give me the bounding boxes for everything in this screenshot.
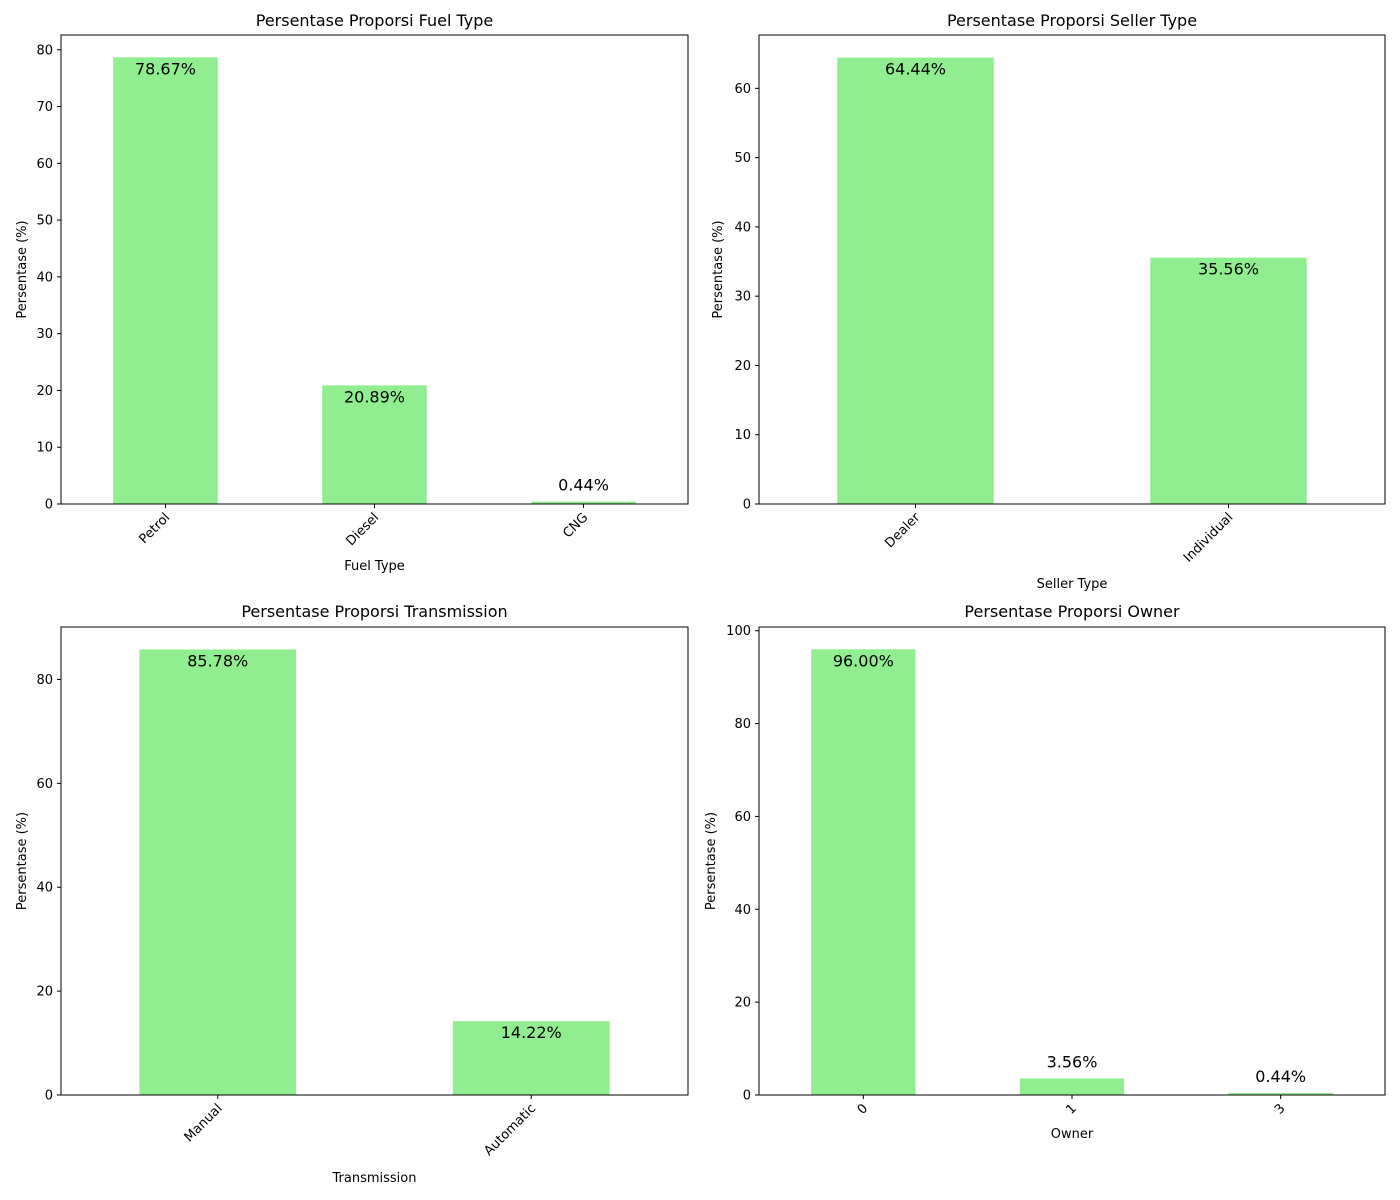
bar-cng: [531, 501, 636, 504]
y-axis-label: Persentase (%): [15, 220, 30, 318]
x-tick-label: Individual: [1181, 510, 1236, 565]
chart-panel-3: 0 20 40 60 80 Manual Automatic 85.78% 14.22% Pers…: [15, 602, 689, 1186]
chart-panel-1: 0 10 20 30 40 50 60 70 80 Petrol Diesel CNG 78.67% 20…: [15, 11, 689, 574]
data-label: 78.67%: [135, 59, 196, 78]
x-tick-label: 0: [855, 1101, 871, 1117]
y-tick-label: 0: [743, 1089, 751, 1104]
y-tick-label: 0: [45, 498, 53, 513]
bar-petrol: [113, 57, 218, 505]
data-label: 3.56%: [1047, 1052, 1098, 1071]
y-tick-label: 40: [734, 220, 751, 235]
bar-automatic: [452, 1021, 610, 1095]
x-tick-label: Manual: [182, 1101, 226, 1145]
data-label: 85.78%: [187, 651, 248, 670]
axes-frame: [758, 34, 1386, 505]
chart-title: Persentase Proporsi Owner: [964, 602, 1180, 621]
chart-title: Persentase Proporsi Seller Type: [947, 11, 1197, 30]
x-tick-label: Diesel: [343, 510, 382, 549]
data-label: 35.56%: [1198, 260, 1259, 279]
y-tick-label: 60: [36, 157, 53, 172]
data-label: 64.44%: [885, 60, 946, 79]
y-tick-label: 30: [36, 327, 53, 342]
x-tick-label: Petrol: [136, 510, 173, 547]
x-axis-label: Seller Type: [1037, 577, 1108, 592]
x-axis-label: Transmission: [332, 1171, 417, 1186]
bar-0: [811, 649, 916, 1095]
bar-manual: [139, 649, 297, 1095]
x-axis-label: Fuel Type: [344, 559, 405, 574]
y-tick-label: 20: [36, 384, 53, 399]
bar-1: [1019, 1078, 1125, 1095]
y-tick-label: 80: [36, 43, 53, 58]
y-tick-label: 60: [734, 82, 751, 97]
bar-3: [1228, 1092, 1333, 1095]
data-label: 96.00%: [833, 651, 894, 670]
x-tick-label: Automatic: [481, 1101, 539, 1159]
y-axis-label: Persentase (%): [711, 220, 726, 318]
axes-frame: [60, 626, 689, 1096]
x-axis-label: Owner: [1051, 1127, 1094, 1142]
chart-title: Persentase Proporsi Transmission: [241, 602, 507, 621]
y-tick-label: 60: [36, 777, 53, 792]
y-tick-label: 0: [45, 1089, 53, 1104]
data-label: 14.22%: [501, 1023, 562, 1042]
y-tick-label: 0: [743, 498, 751, 513]
y-tick-label: 30: [734, 290, 751, 305]
y-tick-label: 100: [726, 624, 751, 639]
y-tick-label: 50: [734, 151, 751, 166]
y-tick-label: 80: [36, 673, 53, 688]
chart-title: Persentase Proporsi Fuel Type: [256, 11, 494, 30]
y-tick-label: 40: [36, 881, 53, 896]
y-tick-label: 40: [734, 903, 751, 918]
x-tick-label: 3: [1272, 1101, 1288, 1117]
bar-dealer: [837, 57, 994, 504]
y-tick-label: 80: [734, 717, 751, 732]
x-tick-label: CNG: [560, 510, 591, 541]
bar-individual: [1150, 257, 1307, 504]
y-tick-label: 60: [734, 810, 751, 825]
y-tick-label: 20: [36, 985, 53, 1000]
x-tick-label: 1: [1063, 1101, 1079, 1117]
y-tick-label: 70: [36, 100, 53, 115]
data-label: 0.44%: [558, 476, 609, 495]
data-label: 0.44%: [1255, 1067, 1306, 1086]
x-tick-label: Dealer: [882, 510, 923, 551]
y-axis-label: Persentase (%): [15, 812, 30, 910]
chart-panel-2: 0 10 20 30 40 50 60 Dealer Individual 64.44% 35.56…: [711, 11, 1386, 592]
data-label: 20.89%: [344, 387, 405, 406]
chart-panel-4: 0 20 40 60 80 100 0 1 3 96.00% 3.56% 0.44% Persentas…: [704, 602, 1386, 1142]
y-tick-label: 20: [734, 996, 751, 1011]
y-tick-label: 10: [734, 428, 751, 443]
y-tick-label: 20: [734, 359, 751, 374]
y-axis-label: Persentase (%): [704, 812, 719, 910]
y-tick-label: 50: [36, 214, 53, 229]
y-tick-label: 10: [36, 441, 53, 456]
y-tick-label: 40: [36, 270, 53, 285]
bar-diesel: [322, 385, 427, 504]
